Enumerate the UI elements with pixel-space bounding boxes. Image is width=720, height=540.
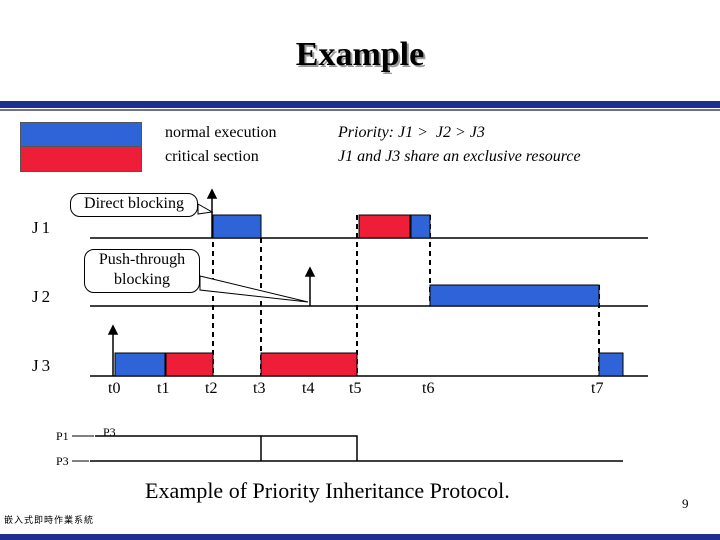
header-rule-thin: [0, 109, 720, 111]
j3-critical-bar-inherited: [260, 352, 358, 377]
footer-text: 嵌入式即時作業系統: [4, 515, 95, 525]
tick-t2: t2: [205, 380, 218, 397]
p3-annotation: P3: [103, 425, 116, 439]
j3-arrival-arrow: [107, 324, 119, 335]
j2-label: J2: [32, 287, 54, 306]
arrival-arrows: [107, 188, 316, 376]
push-through-line2: blocking: [114, 271, 170, 288]
legend-normal-label: normal execution: [165, 124, 277, 141]
header-rule: [0, 101, 720, 108]
j1-normal-bar: [212, 214, 262, 239]
tick-t6: t6: [422, 380, 435, 397]
push-through-line1: Push-through: [98, 251, 186, 268]
j3-label: J3: [32, 356, 54, 375]
footer-rule: [0, 534, 720, 540]
tick-t7: t7: [591, 380, 604, 397]
p1-signal-high: [260, 435, 358, 461]
diagram-caption: Example of Priority Inheritance Protocol…: [145, 478, 510, 503]
j1-normal-bar-2: [410, 214, 431, 239]
page-number: 9: [682, 496, 689, 511]
p3-label: P3: [56, 454, 69, 468]
push-through-pointer: [199, 275, 309, 303]
legend-critical-label: critical section: [165, 148, 259, 165]
j2-arrival-arrow: [304, 266, 316, 277]
j1-critical-bar: [358, 214, 411, 239]
priority-order: Priority: J1 > J2 > J3: [338, 124, 485, 141]
legend-normal-swatch: [20, 122, 142, 148]
tick-t5: t5: [349, 380, 362, 397]
slide-title: Example: [295, 36, 425, 73]
j3-critical-bar: [165, 352, 214, 377]
direct-blocking-callout: Direct blocking: [70, 193, 198, 217]
legend-critical-swatch: [20, 146, 142, 172]
tick-t4: t4: [302, 380, 315, 397]
shared-resource-note: J1 and J3 share an exclusive resource: [338, 148, 581, 165]
tick-t1: t1: [157, 380, 170, 397]
j2-normal-bar: [429, 284, 600, 307]
direct-blocking-pointer: [197, 203, 214, 215]
j3-normal-bar: [114, 352, 166, 377]
tick-t0: t0: [108, 380, 121, 397]
j1-arrival-arrow: [206, 188, 218, 199]
j3-normal-bar-2: [598, 352, 624, 377]
push-through-callout: Push-through blocking: [84, 249, 200, 293]
j1-label: J1: [32, 218, 54, 237]
tick-t3: t3: [253, 380, 266, 397]
p1-label: P1: [56, 429, 69, 443]
